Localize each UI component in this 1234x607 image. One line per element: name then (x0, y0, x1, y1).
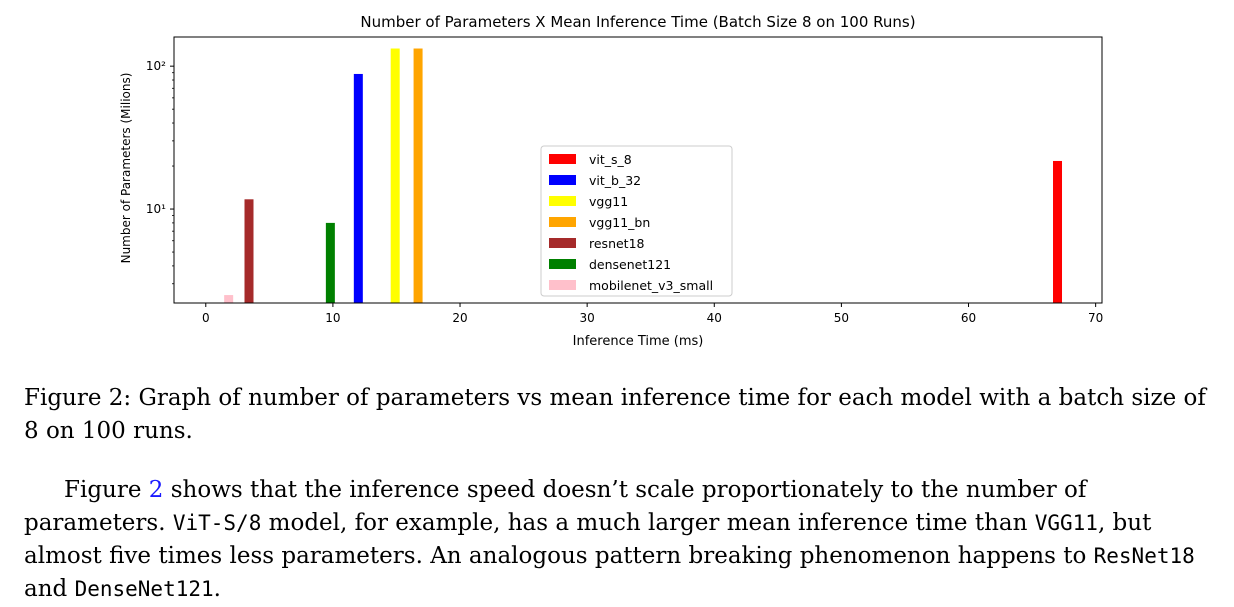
x-tick-label: 10 (325, 311, 340, 325)
para-text-3: model, for example, has a much larger me… (261, 510, 1035, 536)
caption-text: Graph of number of parameters vs mean in… (24, 385, 1206, 444)
y-axis-label: Number of Parameters (Milions) (119, 73, 133, 264)
chart-title: Number of Parameters X Mean Inference Ti… (360, 13, 915, 31)
legend-label-resnet18: resnet18 (589, 236, 645, 251)
bar-vit-s-8 (1053, 160, 1063, 303)
legend-label-mobilenet-v3-small: mobilenet_v3_small (589, 278, 713, 293)
para-text-1: Figure (64, 477, 149, 503)
legend-label-vgg11-bn: vgg11_bn (589, 215, 650, 230)
legend-swatch-mobilenet-v3-small (549, 280, 576, 290)
code-vit-s-8: ViT-S/8 (172, 511, 262, 535)
legend-swatch-vgg11 (549, 196, 576, 206)
para-text-6: . (213, 576, 221, 602)
para-text-5: and (24, 576, 75, 602)
legend-swatch-densenet121 (549, 259, 576, 269)
chart: Number of Parameters X Mean Inference Ti… (119, 13, 1103, 349)
legend-label-vit-b-32: vit_b_32 (589, 173, 641, 188)
bar-vit-b-32 (353, 73, 363, 303)
figure-reference-link[interactable]: 2 (148, 477, 164, 503)
x-tick-label: 60 (961, 311, 976, 325)
legend-swatch-vit-s-8 (549, 154, 576, 164)
code-vgg11: VGG11 (1034, 511, 1098, 535)
legend-swatch-vgg11-bn (549, 217, 576, 227)
legend-label-vgg11: vgg11 (589, 194, 628, 209)
bar-resnet18 (244, 199, 254, 303)
code-resnet18: ResNet18 (1093, 544, 1195, 568)
y-tick-label: 10² (146, 59, 166, 73)
x-tick-label: 0 (202, 311, 210, 325)
caption-label: Figure 2: (24, 385, 132, 411)
bar-densenet121 (325, 222, 335, 303)
x-tick-label: 70 (1088, 311, 1103, 325)
x-axis-label: Inference Time (ms) (573, 334, 704, 349)
legend-swatch-vit-b-32 (549, 175, 576, 185)
legend-label-vit-s-8: vit_s_8 (589, 152, 632, 167)
body-paragraph: Figure 2 shows that the inference speed … (24, 474, 1210, 606)
legend-label-densenet121: densenet121 (589, 257, 671, 272)
x-tick-label: 20 (452, 311, 467, 325)
para-text-4: , but almost five times less parameters.… (24, 510, 1152, 569)
y-tick-label: 10¹ (146, 202, 166, 216)
bar-mobilenet-v3-small (224, 295, 234, 303)
x-tick-label: 30 (580, 311, 595, 325)
x-tick-label: 50 (834, 311, 849, 325)
legend-box (540, 145, 733, 297)
para-text-2: shows that the inference speed doesn’t s… (24, 477, 1087, 536)
plot-frame (173, 36, 1103, 304)
bar-vgg11-bn (413, 48, 423, 303)
code-densenet121: DenseNet121 (74, 577, 214, 601)
legend: vit_s_8 vit_b_32 vgg11 vgg11_bn resnet18 dens… (540, 145, 733, 297)
bar-vgg11 (390, 48, 400, 303)
legend-swatch-resnet18 (549, 238, 576, 248)
figure-caption: Figure 2: Graph of number of parameters … (24, 382, 1210, 448)
x-tick-label: 40 (707, 311, 722, 325)
